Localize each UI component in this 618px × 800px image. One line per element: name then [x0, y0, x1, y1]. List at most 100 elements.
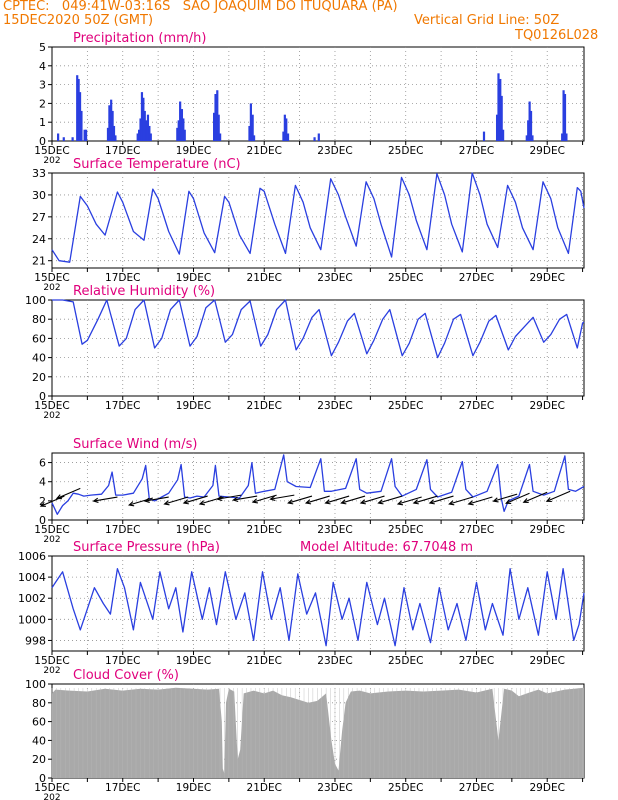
precip-bar — [62, 137, 65, 141]
precip-bar — [499, 78, 502, 141]
wind-arrow — [492, 493, 518, 503]
wind-arrow-head — [428, 499, 435, 505]
press-xtick-label: 15DEC — [34, 655, 69, 667]
wind-arrow — [396, 496, 422, 506]
wind-arrow — [39, 495, 65, 507]
precip-bar — [561, 133, 564, 141]
cloud-xtick-label: 29DEC — [530, 782, 565, 794]
wind-arrow — [377, 495, 403, 505]
precip-bar — [562, 90, 565, 141]
cloud-xtick-label: 27DEC — [459, 782, 494, 794]
precip-bar — [57, 133, 60, 141]
cloud-ytick-label: 80 — [32, 697, 46, 710]
precip-bar — [528, 101, 531, 141]
wind-arrow-shaft — [325, 495, 350, 504]
wind-arrow — [505, 492, 530, 504]
wind-xtick-label: 19DEC — [176, 524, 211, 536]
cloud-ytick-label: 0 — [39, 772, 46, 785]
precip-bar — [497, 73, 500, 141]
rh-xtick-label: 21DEC — [247, 400, 282, 412]
press-xtick-label: 17DEC — [105, 655, 140, 667]
precip-bar — [182, 118, 185, 141]
wind-arrow-head — [39, 501, 46, 507]
precip-bar — [114, 135, 117, 141]
wind-arrow-head — [377, 499, 384, 505]
wind-arrow-shaft — [270, 494, 295, 500]
precip-title: Precipitation (mm/h) — [73, 31, 206, 46]
precip-bar — [176, 127, 179, 141]
temp-ytick-label: 24 — [32, 233, 46, 246]
cloud-xtick-label: 17DEC — [105, 782, 140, 794]
wind-arrow-head — [163, 500, 170, 506]
wind-arrow-shaft — [217, 494, 242, 500]
wind-arrow — [163, 496, 189, 506]
cloud-ytick-label: 40 — [32, 734, 46, 747]
wind-arrow-head — [359, 499, 366, 505]
wind-arrow-head — [545, 497, 552, 503]
precip-bar — [77, 78, 80, 141]
wind-arrow-shaft — [183, 495, 208, 504]
rh-ytick-label: 100 — [25, 294, 46, 307]
wind-arrow-head — [92, 497, 99, 503]
rh-series-line — [52, 299, 585, 359]
precip-bar — [111, 110, 114, 141]
precip-xtick-label: 17DEC — [105, 145, 140, 157]
rh-ytick-label: 20 — [32, 371, 46, 384]
cloud-xtick-label: 19DEC — [176, 782, 211, 794]
precip-bar — [110, 99, 113, 141]
wind-arrow — [412, 495, 438, 505]
temp-xtick-label: 29DEC — [530, 272, 565, 284]
precip-bar — [495, 114, 499, 141]
precip-bar — [501, 129, 505, 141]
press-xtick-label: 19DEC — [176, 655, 211, 667]
precip-bar — [525, 135, 528, 141]
cloud-ytick-label: 60 — [32, 716, 46, 729]
rh-xtick-label: 19DEC — [176, 400, 211, 412]
precip-bar — [80, 110, 83, 141]
cloud-ytick-label: 20 — [32, 753, 46, 766]
wind-arrow — [92, 496, 118, 503]
wind-xtick-label: 15DEC — [34, 524, 69, 536]
wind-xtick-label: 29DEC — [530, 524, 565, 536]
precip-xtick-label: 27DEC — [459, 145, 494, 157]
cloud-ytick-label: 100 — [25, 678, 46, 691]
run-date: 15DEC2020 50Z (GMT) — [3, 13, 154, 28]
precip-bar — [252, 135, 256, 141]
wind-arrow — [55, 487, 81, 500]
wind-xtick-label: 25DEC — [388, 524, 423, 536]
wind-arrow-head — [143, 497, 150, 503]
temp-ytick-label: 21 — [32, 255, 46, 268]
precip-bar — [529, 110, 533, 141]
wind-arrow-head — [448, 500, 455, 506]
wind-xtick-label: 23DEC — [317, 524, 352, 536]
precip-bar — [145, 120, 148, 141]
cloud-xtick-label: 21DEC — [247, 782, 282, 794]
wind-xtick-year: 202 — [43, 535, 60, 545]
precip-bar — [143, 110, 146, 141]
press-annotation: Model Altitude: 67.7048 m — [300, 540, 473, 555]
press-xtick-label: 27DEC — [459, 655, 494, 667]
precip-bar — [285, 118, 288, 141]
wind-arrow — [143, 496, 169, 503]
wind-arrow — [269, 494, 295, 502]
wind-arrow — [287, 495, 313, 505]
precip-bar — [112, 125, 116, 141]
wind-arrow-head — [216, 495, 223, 502]
rh-ytick-label: 60 — [32, 332, 46, 345]
wind-ytick-label: 0 — [39, 514, 46, 527]
cloud-xtick-year: 202 — [43, 793, 60, 800]
precip-bar — [136, 133, 139, 141]
wind-arrow-shaft — [505, 492, 530, 504]
precip-ytick-label: 1 — [39, 116, 46, 129]
temp-xtick-label: 25DEC — [388, 272, 423, 284]
wind-arrow — [182, 495, 208, 505]
cloud-xtick-label: 15DEC — [34, 782, 69, 794]
wind-arrow — [448, 496, 474, 506]
wind-arrow-head — [412, 499, 419, 505]
wind-ytick-label: 4 — [39, 476, 46, 489]
precip-bar — [84, 129, 88, 141]
precip-bar — [313, 137, 316, 141]
press-series-line — [51, 568, 585, 647]
precip-bar — [183, 129, 186, 141]
